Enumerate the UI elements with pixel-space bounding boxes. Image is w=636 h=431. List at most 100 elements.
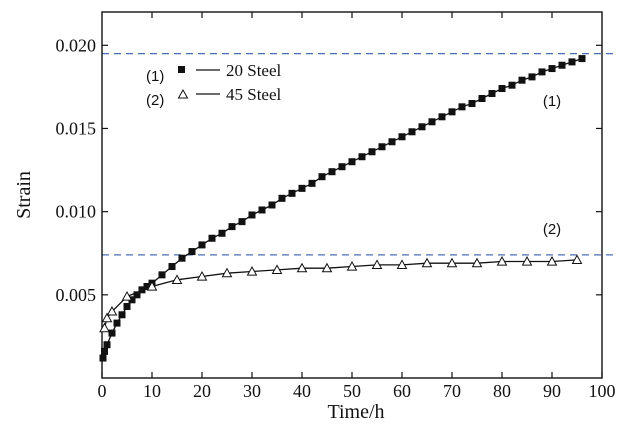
data-point-20-steel: [498, 85, 506, 93]
data-point-20-steel: [468, 100, 476, 107]
data-point-20-steel: [298, 184, 306, 192]
data-point-45-steel: [99, 322, 110, 333]
y-tick-label: 0.015: [56, 118, 97, 138]
data-point-20-steel: [133, 291, 141, 299]
series-line-1: [102, 57, 583, 359]
data-point-20-steel: [438, 113, 446, 121]
data-point-20-steel: [168, 263, 176, 271]
x-tick-label: 10: [143, 381, 161, 401]
data-point-20-steel: [458, 103, 466, 111]
data-point-20-steel: [178, 254, 186, 262]
x-tick-label: 30: [243, 381, 261, 401]
data-point-20-steel: [448, 108, 456, 116]
data-point-20-steel: [123, 302, 131, 310]
data-point-45-steel: [321, 262, 333, 273]
data-point-20-steel: [208, 234, 216, 242]
x-tick-label: 90: [543, 381, 561, 401]
series-label-2: (2): [543, 221, 561, 238]
data-point-20-steel: [398, 133, 406, 141]
reference-lines: [102, 52, 614, 256]
legend-label-1: 20 Steel: [226, 61, 282, 80]
data-point-20-steel: [338, 163, 346, 171]
data-point-20-steel: [198, 241, 206, 249]
data-point-45-steel: [146, 280, 158, 291]
data-point-45-steel: [521, 256, 533, 266]
y-tick-label: 0.005: [56, 285, 97, 305]
data-point-20-steel: [218, 229, 226, 237]
data-point-20-steel: [488, 90, 496, 98]
series-markers: [99, 55, 586, 362]
x-axis-title: Time/h: [327, 401, 384, 423]
legend: (1) 20 Steel (2) 45 Steel: [146, 61, 282, 109]
x-tick-label: 100: [589, 381, 616, 401]
data-point-45-steel: [396, 259, 408, 269]
data-point-20-steel: [408, 128, 416, 136]
data-point-20-steel: [118, 311, 126, 319]
data-point-20-steel: [108, 329, 116, 337]
data-point-45-steel: [346, 261, 358, 271]
data-point-45-steel: [446, 257, 458, 268]
data-point-20-steel: [238, 218, 246, 226]
data-point-45-steel: [171, 274, 183, 284]
x-tick-label: 80: [493, 381, 511, 401]
data-point-20-steel: [538, 68, 546, 76]
data-point-45-steel: [221, 267, 233, 278]
x-tick-label: 20: [193, 381, 211, 401]
data-point-20-steel: [518, 76, 526, 84]
data-point-20-steel: [288, 189, 296, 197]
data-point-20-steel: [548, 65, 556, 73]
data-point-20-steel: [528, 73, 536, 81]
data-point-20-steel: [478, 95, 486, 103]
data-point-20-steel: [158, 271, 166, 279]
data-point-20-steel: [308, 179, 316, 187]
legend-label-2: 45 Steel: [226, 85, 282, 104]
x-tick-label: 0: [98, 381, 107, 401]
data-point-45-steel: [296, 262, 308, 273]
y-tick-label: 0.010: [56, 202, 97, 222]
y-axis-title: Strain: [13, 171, 35, 219]
data-point-20-steel: [378, 143, 386, 151]
axis-ticks: 0 10 20 30 40 50 60 70 80 90 100 0.005 0.010 0.015 0.0…: [56, 12, 616, 401]
data-point-45-steel: [121, 290, 133, 301]
data-point-20-steel: [99, 354, 107, 362]
data-point-20-steel: [268, 201, 276, 209]
data-point-20-steel: [568, 58, 576, 66]
data-point-45-steel: [471, 257, 483, 268]
data-point-45-steel: [496, 256, 508, 266]
data-point-20-steel: [278, 194, 286, 202]
data-point-20-steel: [138, 286, 146, 294]
legend-prefix-2: (2): [146, 92, 164, 109]
data-point-20-steel: [388, 138, 396, 146]
series-line-2: [103, 259, 578, 329]
data-point-20-steel: [228, 223, 236, 231]
data-point-20-steel: [558, 61, 566, 69]
series-lines: [102, 57, 583, 359]
legend-prefix-1: (1): [146, 68, 164, 85]
data-point-45-steel: [371, 259, 383, 269]
data-point-20-steel: [508, 81, 516, 89]
data-point-20-steel: [428, 118, 436, 126]
data-point-45-steel: [421, 257, 433, 268]
data-point-20-steel: [101, 347, 108, 355]
data-point-20-steel: [318, 173, 326, 181]
data-point-20-steel: [328, 168, 336, 176]
data-point-20-steel: [143, 283, 151, 290]
x-tick-label: 70: [443, 381, 461, 401]
data-point-45-steel: [246, 265, 258, 276]
data-point-20-steel: [258, 206, 266, 214]
data-point-45-steel: [546, 256, 558, 266]
data-point-20-steel: [248, 211, 256, 219]
data-point-45-steel: [101, 312, 113, 323]
data-point-20-steel: [578, 55, 586, 63]
x-tick-label: 60: [393, 381, 411, 401]
plot-frame: [101, 11, 603, 379]
data-point-20-steel: [418, 123, 426, 131]
data-point-45-steel: [271, 264, 283, 274]
legend-marker-triangle: [177, 88, 189, 99]
y-tick-label: 0.020: [56, 35, 97, 55]
data-point-45-steel: [571, 254, 583, 264]
data-point-20-steel: [128, 296, 136, 304]
data-point-20-steel: [113, 319, 121, 327]
data-point-20-steel: [358, 153, 366, 161]
